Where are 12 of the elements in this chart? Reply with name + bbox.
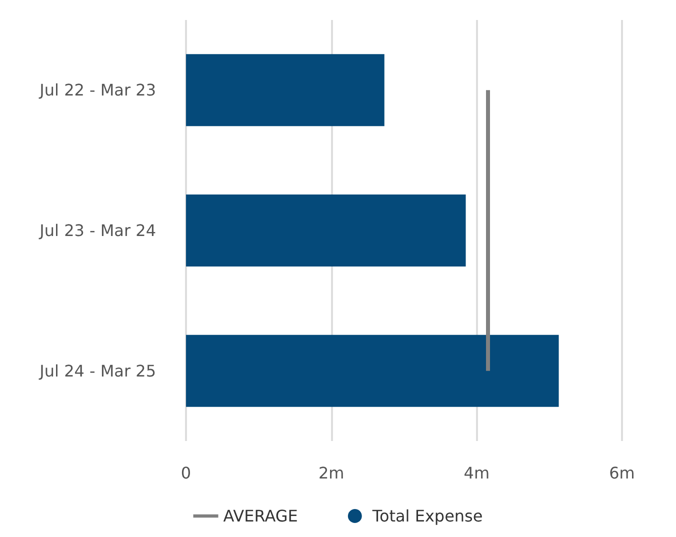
legend-label: AVERAGE (223, 506, 298, 526)
bar (186, 194, 466, 266)
x-tick-label: 4m (464, 464, 490, 482)
x-tick-label: 2m (318, 464, 344, 482)
y-tick-label: Jul 24 - Mar 25 (38, 361, 156, 380)
y-tick-label: Jul 23 - Mar 24 (38, 221, 156, 240)
y-tick-label: Jul 22 - Mar 23 (38, 80, 156, 100)
x-tick-label: 0 (180, 464, 192, 482)
x-tick-label: 6m (609, 464, 635, 482)
legend-label: Total Expense (371, 506, 483, 526)
bar (186, 54, 384, 126)
bar (186, 334, 559, 407)
